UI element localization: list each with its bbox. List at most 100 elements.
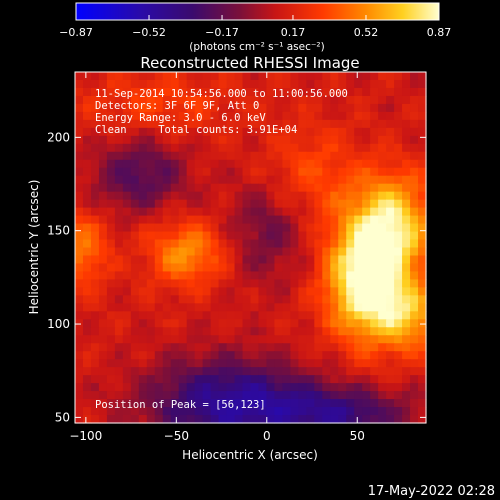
heatmap-cell xyxy=(114,79,124,89)
heatmap-cell xyxy=(138,367,148,376)
heatmap-cell xyxy=(98,183,108,193)
heatmap-cell xyxy=(410,159,419,169)
heatmap-cell xyxy=(290,255,299,265)
heatmap-cell xyxy=(266,391,276,400)
heatmap-cell xyxy=(338,239,347,249)
heatmap-cell xyxy=(298,191,307,201)
heatmap-cell xyxy=(386,279,395,288)
heatmap-cell xyxy=(338,327,347,336)
heatmap-cell xyxy=(322,111,331,121)
heatmap-cell xyxy=(322,127,331,137)
heatmap-cell xyxy=(386,183,395,193)
heatmap-cell xyxy=(370,167,379,177)
heatmap-cell xyxy=(402,183,411,193)
heatmap-cell xyxy=(146,103,156,113)
heatmap-cell xyxy=(378,207,387,217)
heatmap-cell xyxy=(418,231,427,241)
heatmap-cell xyxy=(314,167,323,177)
heatmap-cell xyxy=(130,263,140,273)
heatmap-cell xyxy=(234,135,244,145)
heatmap-cell xyxy=(170,207,180,217)
heatmap-cell xyxy=(138,223,148,233)
heatmap-cell xyxy=(362,167,371,177)
heatmap-cell xyxy=(202,72,212,81)
heatmap-cell xyxy=(114,183,124,193)
heatmap-cell xyxy=(378,303,387,312)
heatmap-cell xyxy=(250,279,260,288)
heatmap-cell xyxy=(114,335,124,344)
heatmap-cell xyxy=(138,79,148,89)
heatmap-cell xyxy=(122,119,132,129)
heatmap-cell xyxy=(354,95,363,105)
heatmap-cell xyxy=(242,223,252,233)
heatmap-cell xyxy=(362,87,371,97)
heatmap-cell xyxy=(282,87,291,97)
heatmap-cell xyxy=(138,127,148,137)
heatmap-cell xyxy=(330,119,339,129)
heatmap-cell xyxy=(418,151,427,161)
heatmap-cell xyxy=(106,199,116,209)
heatmap-cell xyxy=(394,72,403,81)
heatmap-cell xyxy=(330,367,339,376)
heatmap-cell xyxy=(378,375,387,384)
heatmap-cell xyxy=(370,247,379,257)
heatmap-cell xyxy=(98,319,108,328)
heatmap-cell xyxy=(242,151,252,161)
heatmap-cell xyxy=(338,151,347,161)
heatmap-cell xyxy=(122,207,132,217)
heatmap-cell xyxy=(138,351,148,360)
heatmap-cell xyxy=(226,391,236,400)
heatmap-cell xyxy=(154,327,164,336)
heatmap-cell xyxy=(266,375,276,384)
heatmap-cell xyxy=(418,87,427,97)
heatmap-cell xyxy=(378,343,387,352)
heatmap-cell xyxy=(130,151,140,161)
heatmap-cell xyxy=(170,167,180,177)
heatmap-cell xyxy=(210,151,220,161)
heatmap-cell xyxy=(402,335,411,344)
heatmap-cell xyxy=(346,255,355,265)
heatmap-cell xyxy=(298,383,307,392)
heatmap-cell xyxy=(170,159,180,169)
heatmap-cell xyxy=(186,375,196,384)
heatmap-cell xyxy=(410,207,419,217)
heatmap-cell xyxy=(250,335,260,344)
heatmap-cell xyxy=(130,415,140,424)
colorbar-tick-label: −0.17 xyxy=(205,26,239,39)
heatmap-cell xyxy=(186,279,196,288)
heatmap-cell xyxy=(218,319,228,328)
heatmap-cell xyxy=(186,359,196,368)
heatmap-cell xyxy=(402,111,411,121)
heatmap-cell xyxy=(418,191,427,201)
heatmap-cell xyxy=(138,319,148,328)
colorbar-tick-label: −0.87 xyxy=(59,26,93,39)
heatmap-cell xyxy=(258,391,268,400)
heatmap-cell xyxy=(114,279,124,288)
heatmap-cell xyxy=(130,87,140,97)
heatmap-cell xyxy=(346,119,355,129)
heatmap-cell xyxy=(346,72,355,81)
heatmap-cell xyxy=(218,72,228,81)
heatmap-cell xyxy=(90,311,100,320)
heatmap-cell xyxy=(170,295,180,304)
heatmap-cell xyxy=(90,255,100,265)
heatmap-cell xyxy=(314,407,323,416)
colorbar-gradient xyxy=(75,2,440,21)
heatmap-cell xyxy=(218,351,228,360)
heatmap-cell xyxy=(90,279,100,288)
heatmap-cell xyxy=(98,127,108,137)
heatmap-cell xyxy=(154,239,164,249)
heatmap-cell xyxy=(370,303,379,312)
heatmap-cell xyxy=(162,79,172,89)
heatmap-cell xyxy=(122,143,132,153)
heatmap-cell xyxy=(410,183,419,193)
heatmap-cell xyxy=(290,399,299,408)
heatmap-cell xyxy=(394,151,403,161)
heatmap-cell xyxy=(75,87,84,97)
heatmap-cell xyxy=(106,343,116,352)
heatmap-cell xyxy=(410,383,419,392)
heatmap-cell xyxy=(410,319,419,328)
heatmap-cell xyxy=(170,199,180,209)
heatmap-cell xyxy=(250,111,260,121)
heatmap-cell xyxy=(298,95,307,105)
